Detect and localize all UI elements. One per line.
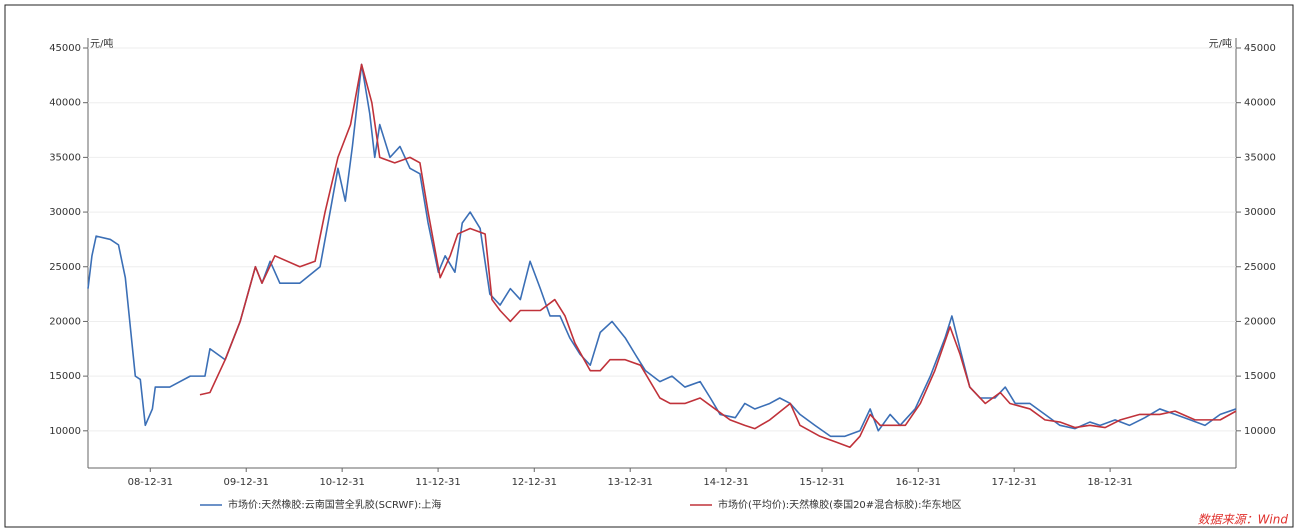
y-unit: 元/吨	[90, 37, 113, 50]
x-tick-label: 15-12-31	[799, 477, 844, 488]
y2-unit: 元/吨	[1209, 37, 1232, 50]
series-line	[199, 63, 1237, 449]
x-tick-label: 09-12-31	[224, 477, 269, 488]
source-note: 数据来源：Wind	[1198, 513, 1289, 527]
y-tick-label: 15000	[49, 371, 81, 382]
y-tick-label: 25000	[49, 262, 81, 273]
y-tick-label: 10000	[49, 426, 81, 437]
y-tick-label: 40000	[49, 98, 81, 109]
x-tick-label: 12-12-31	[512, 477, 557, 488]
y2-tick-label: 30000	[1244, 207, 1276, 218]
y2-tick-label: 15000	[1244, 371, 1276, 382]
legend-label: 市场价(平均价):天然橡胶(泰国20#混合标胶):华东地区	[718, 498, 961, 511]
y2-tick-label: 20000	[1244, 316, 1276, 327]
y2-tick-label: 45000	[1244, 43, 1276, 54]
x-tick-label: 17-12-31	[991, 477, 1036, 488]
x-tick-label: 11-12-31	[415, 477, 460, 488]
y-tick-label: 35000	[49, 152, 81, 163]
x-tick-label: 14-12-31	[703, 477, 748, 488]
y2-tick-label: 25000	[1244, 262, 1276, 273]
x-tick-label: 08-12-31	[128, 477, 173, 488]
x-tick-label: 13-12-31	[608, 477, 653, 488]
x-tick-label: 16-12-31	[896, 477, 941, 488]
y-tick-label: 20000	[49, 316, 81, 327]
y-tick-label: 30000	[49, 207, 81, 218]
frame	[4, 4, 1294, 528]
legend-label: 市场价:天然橡胶:云南国营全乳胶(SCRWF):上海	[228, 498, 441, 511]
y2-tick-label: 35000	[1244, 152, 1276, 163]
x-tick-label: 18-12-31	[1087, 477, 1132, 488]
y2-tick-label: 40000	[1244, 98, 1276, 109]
y-tick-label: 45000	[49, 43, 81, 54]
x-tick-label: 10-12-31	[319, 477, 364, 488]
y2-tick-label: 10000	[1244, 426, 1276, 437]
